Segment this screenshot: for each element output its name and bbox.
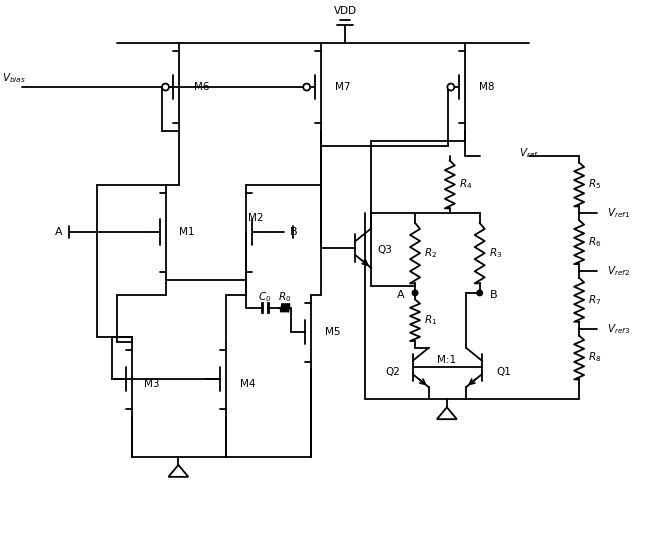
Text: $V_{ref3}$: $V_{ref3}$ [607,322,631,336]
Text: $R_2$: $R_2$ [425,246,437,260]
Text: $V_{ref1}$: $V_{ref1}$ [607,206,631,220]
Text: $R_7$: $R_7$ [588,293,602,307]
Text: M:1: M:1 [437,354,456,365]
Text: M3: M3 [144,379,159,389]
Text: B: B [490,290,497,300]
Text: M7: M7 [335,82,350,92]
Text: $R_4$: $R_4$ [459,177,472,192]
Text: M8: M8 [479,82,495,92]
Text: $V_{bias}$: $V_{bias}$ [3,71,26,85]
Text: $R_5$: $R_5$ [588,177,602,192]
Text: $V_{ref}$: $V_{ref}$ [519,146,539,159]
Text: M4: M4 [240,379,256,389]
Text: $R_3$: $R_3$ [489,246,502,260]
Text: M1: M1 [178,227,194,237]
Text: $R_0$: $R_0$ [278,290,291,304]
Circle shape [162,84,169,91]
Text: $R_8$: $R_8$ [588,351,602,364]
Text: M6: M6 [193,82,209,92]
Text: M5: M5 [325,327,340,337]
Text: B: B [290,227,297,237]
Circle shape [477,290,482,296]
Text: M2: M2 [248,213,264,223]
Circle shape [303,84,310,91]
Text: A: A [55,227,63,237]
Text: Q3: Q3 [378,245,393,255]
Circle shape [412,290,418,296]
Text: $V_{ref2}$: $V_{ref2}$ [607,264,630,278]
Text: Q2: Q2 [386,367,401,377]
Text: $C_0$: $C_0$ [258,290,272,304]
Text: $R_6$: $R_6$ [588,235,602,249]
Text: $R_1$: $R_1$ [424,313,437,327]
Text: Q1: Q1 [496,367,511,377]
Text: A: A [397,290,405,300]
Text: VDD: VDD [334,7,357,16]
Circle shape [448,84,454,91]
